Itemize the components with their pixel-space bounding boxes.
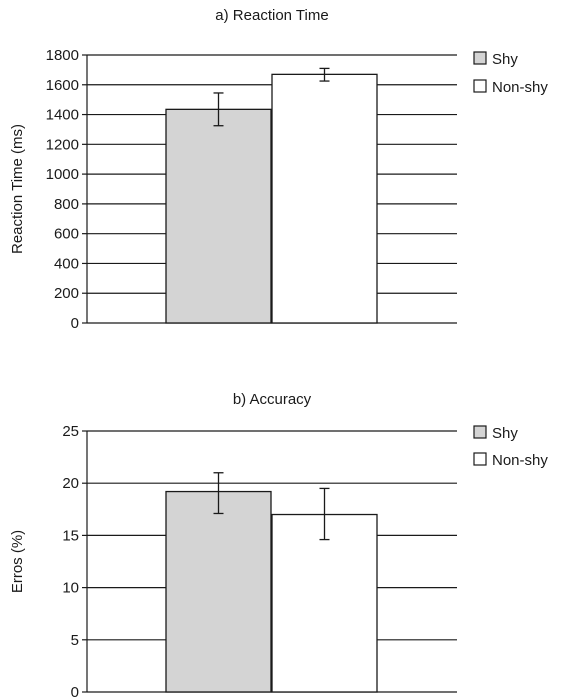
chart-a-legend-swatch-shy	[473, 51, 487, 65]
chart-b-tick-label: 10	[62, 580, 79, 597]
chart-a-bar-shy	[165, 108, 272, 324]
chart-a-tick-label: 800	[54, 196, 79, 213]
chart-b-tick-label: 5	[71, 632, 79, 649]
chart-a-tick-label: 0	[71, 315, 79, 332]
chart-a-tick-label: 1600	[46, 77, 79, 94]
chart-b-tick-label: 0	[71, 684, 79, 700]
chart-a-legend-swatch-non-shy	[473, 79, 487, 93]
chart-b-legend-label-shy: Shy	[492, 425, 518, 442]
chart-b-legend-label-non-shy: Non-shy	[492, 452, 548, 469]
chart-a-legend-label-non-shy: Non-shy	[492, 79, 548, 96]
chart-a-bar-non-shy	[271, 73, 378, 324]
chart-b-ylabel: Erros (%)	[9, 530, 26, 593]
chart-a-legend-label-shy: Shy	[492, 51, 518, 68]
chart-a-tick-label: 1200	[46, 136, 79, 153]
chart-b-tick-label: 25	[62, 423, 79, 440]
chart-b: b) Accuracy 0 5 10 15 20 25 Erros (%) Shy Non-shy	[9, 391, 548, 700]
chart-b-legend-swatch-shy	[473, 425, 487, 439]
chart-b-tick-label: 20	[62, 475, 79, 492]
chart-b-bar-shy	[165, 490, 272, 693]
chart-a: a) Reaction Time 0 200 400 600 800 1000 1200 140…	[9, 7, 548, 332]
chart-a-tick-label: 600	[54, 226, 79, 243]
chart-b-bar-non-shy	[271, 513, 378, 693]
chart-a-tick-label: 1400	[46, 107, 79, 124]
chart-b-legend-swatch-non-shy	[473, 452, 487, 466]
chart-b-tick-label: 15	[62, 527, 79, 544]
chart-a-tick-label: 200	[54, 285, 79, 302]
chart-a-title: a) Reaction Time	[215, 7, 328, 24]
chart-a-ylabel: Reaction Time (ms)	[9, 124, 26, 254]
chart-a-tick-label: 400	[54, 255, 79, 272]
chart-a-tick-label: 1000	[46, 166, 79, 183]
chart-a-tick-label: 1800	[46, 47, 79, 64]
chart-b-title: b) Accuracy	[233, 391, 312, 408]
